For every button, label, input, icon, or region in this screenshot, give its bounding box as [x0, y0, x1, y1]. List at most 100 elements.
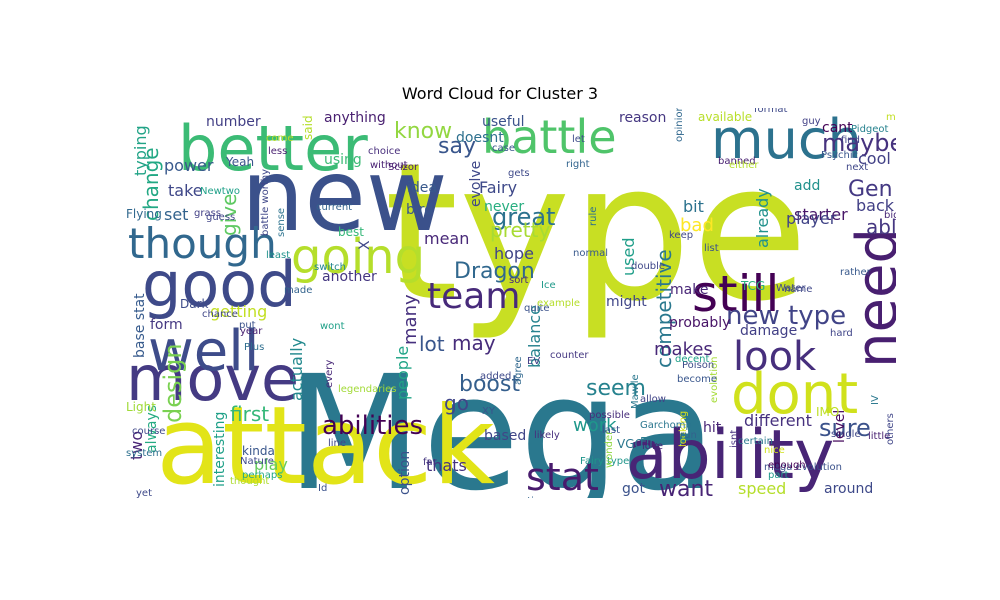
word-using: using [324, 152, 362, 168]
word-may: may [452, 331, 496, 355]
word-guy: guy [802, 116, 821, 127]
word-guess: guess [206, 212, 235, 223]
word-find: find [841, 135, 860, 146]
word-without: without [370, 160, 408, 171]
word-next: next [846, 162, 868, 173]
word-scizor: Scizor [388, 162, 419, 173]
word-imo: IMO [816, 405, 839, 419]
word-keep: keep [669, 230, 693, 241]
word-thought: thought [230, 476, 269, 487]
word-ability: ability [626, 416, 834, 495]
word-fairy-type: Fairy type [580, 456, 629, 467]
word-plus: Plus [244, 342, 264, 353]
word-sort: sort [509, 275, 528, 286]
word-sure: sure [819, 414, 871, 442]
word-counter: counter [550, 350, 589, 361]
word-allow: allow [640, 394, 666, 405]
word-many: many [400, 294, 421, 345]
word-dragon: Dragon [454, 259, 535, 284]
word-cool: cool [858, 149, 891, 168]
word-want: want [659, 477, 713, 498]
word-normal: normal [573, 248, 608, 259]
word-abilities: abilities [322, 411, 423, 441]
word-rather: rather [840, 267, 872, 278]
word-ev: EV [527, 356, 540, 367]
word-idea: idea [407, 180, 437, 196]
word-less: less [268, 146, 287, 157]
word-perhaps: perhaps [242, 470, 282, 481]
word-iv: IV [870, 395, 881, 405]
word-love: love [642, 441, 663, 452]
word-battle: battle [482, 110, 617, 164]
word-making: making [886, 112, 896, 123]
word-looking: looking [678, 411, 689, 447]
word-thats: thats [426, 456, 467, 475]
word-mawile: Mawile [630, 374, 641, 409]
word-make: make [670, 282, 708, 298]
word-boost: boost [459, 372, 520, 397]
word-likely: likely [534, 430, 560, 441]
word-much: much [711, 108, 862, 171]
word-getting: getting [210, 302, 267, 321]
word-battle-worthy: battle worthy [260, 169, 271, 236]
word-reason: reason [619, 110, 666, 126]
word-either: either [729, 160, 759, 171]
word-little: little [868, 431, 890, 442]
word-never: never [484, 199, 524, 215]
word-hope: hope [494, 244, 534, 263]
word-last: last [602, 425, 620, 436]
word-first: first [230, 402, 269, 426]
word-grass: grass [194, 208, 221, 219]
word-new: new [241, 137, 448, 254]
word-pidgeot: Pidgeot [851, 124, 889, 135]
word-rule: rule [588, 207, 599, 226]
word-vgc: VGC [617, 437, 643, 451]
word-option: option [397, 451, 413, 495]
word-hard: hard [830, 328, 853, 339]
word-able: able [866, 215, 896, 239]
word-certain: certain [738, 436, 773, 447]
word-base-stat: base stat [132, 293, 148, 358]
word-case: case [492, 143, 515, 154]
word-might: might [606, 294, 647, 310]
word-sense: sense [276, 208, 287, 237]
word-others: others [885, 413, 896, 445]
word-change: change [139, 147, 163, 221]
word-said: said [301, 115, 315, 140]
word-garchomp: Garchomp [640, 420, 692, 431]
word-psychic: Psychic [821, 150, 858, 161]
word-still: still [692, 265, 779, 323]
word-enough: enough [768, 460, 806, 471]
word-fire: Fire [640, 435, 661, 449]
word-flying: Flying [126, 207, 162, 221]
word-useful: useful [482, 114, 524, 130]
word-balance: balance [525, 305, 544, 368]
word-add: add [794, 178, 820, 194]
word-always: always [144, 405, 160, 453]
word-team: team [427, 276, 520, 317]
word-new-type: new type [726, 301, 846, 331]
word-need: need [845, 228, 896, 368]
word-wonder: wonder [604, 430, 615, 468]
word-come: come [266, 133, 294, 144]
word-water: Water [776, 283, 806, 294]
word-run: run [680, 430, 697, 441]
word-probably: probably [669, 315, 730, 331]
word-gen: Gen [848, 177, 893, 202]
word-bit: bit [683, 197, 704, 216]
word-form: form [150, 317, 183, 333]
word-agree: agree [513, 356, 524, 385]
word-made: made [284, 285, 312, 296]
word-power: power [164, 156, 214, 175]
word-cant: cant [822, 120, 853, 136]
word-quite: quite [524, 303, 550, 314]
word-look: look [733, 334, 817, 380]
word-become: become [677, 374, 717, 385]
word-mega-evolution: mega evolution [764, 462, 842, 473]
word-x: X [357, 240, 373, 250]
word-name: name [784, 284, 812, 295]
word-level: level [832, 410, 848, 443]
word-best: best [338, 225, 364, 239]
word-generation: generation [492, 496, 546, 498]
